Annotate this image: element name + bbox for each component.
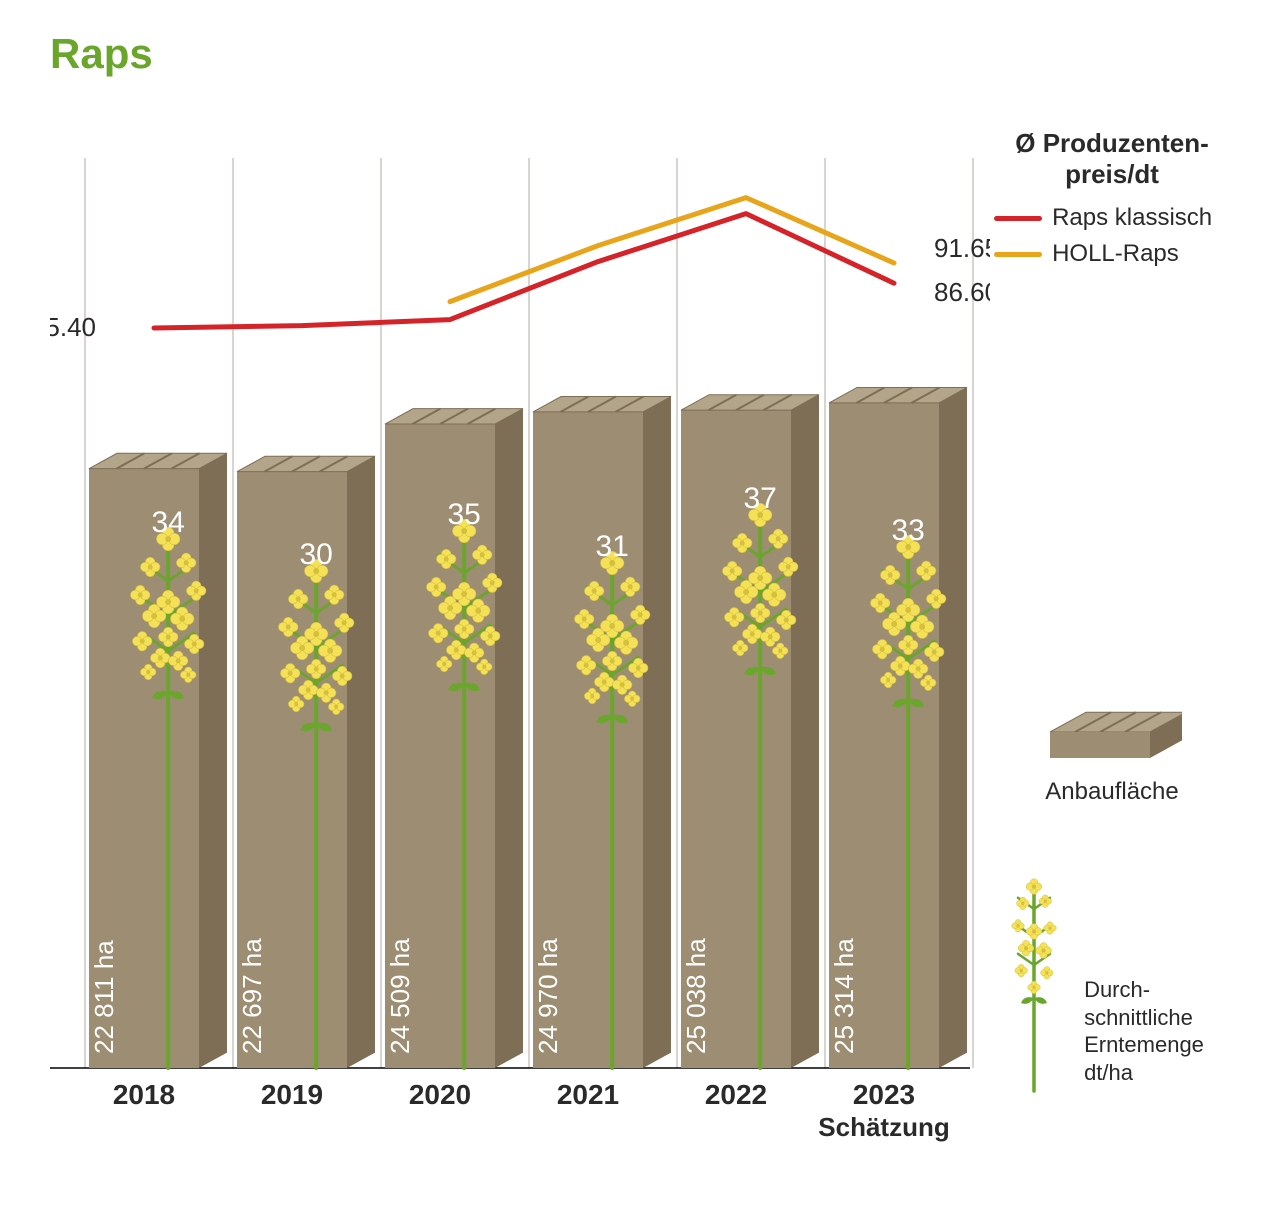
svg-text:91.65: 91.65	[934, 233, 990, 263]
chart-title: Raps	[50, 30, 1230, 78]
year-label: 2020	[409, 1079, 471, 1110]
year-label: 2019	[261, 1079, 323, 1110]
legend: Ø Produzenten- preis/dt Raps klassisch HO…	[974, 98, 1230, 1096]
chart-area: 22 811 ha 34 2018 22 697 ha 30 2019 24 509 ha 3…	[50, 98, 974, 1148]
svg-text:86.60: 86.60	[934, 277, 990, 307]
area-label: 24 970 ha	[533, 938, 563, 1054]
yield-label: 34	[152, 506, 185, 539]
area-label: 25 314 ha	[829, 938, 859, 1054]
legend-block-label: Anbaufläche	[1045, 778, 1178, 806]
legend-plant: Durch-schnittlicheErntemengedt/ha	[994, 866, 1230, 1096]
year-label: 2021	[557, 1079, 619, 1110]
year-label: 2018	[113, 1079, 175, 1110]
area-label: 25 038 ha	[681, 938, 711, 1054]
area-label: 22 697 ha	[237, 938, 267, 1054]
yield-label: 31	[596, 530, 629, 563]
yield-label: 30	[300, 538, 333, 571]
legend-item: Raps klassisch	[994, 204, 1230, 232]
area-label: 24 509 ha	[385, 938, 415, 1054]
legend-area-block: Anbaufläche	[994, 688, 1230, 806]
legend-item: HOLL-Raps	[994, 240, 1230, 268]
yield-label: 33	[892, 514, 925, 547]
legend-title: Ø Produzenten- preis/dt	[994, 128, 1230, 190]
line-klassisch	[154, 214, 894, 328]
year-label: 2022	[705, 1079, 767, 1110]
yield-label: 35	[448, 498, 481, 531]
legend-plant-label: Durch-schnittlicheErntemengedt/ha	[1084, 976, 1204, 1086]
area-label: 22 811 ha	[89, 940, 119, 1054]
year-label: 2023	[853, 1079, 915, 1110]
chart-svg: 22 811 ha 34 2018 22 697 ha 30 2019 24 509 ha 3…	[50, 98, 990, 1148]
svg-text:75.40: 75.40	[50, 312, 96, 342]
yield-label: 37	[744, 482, 777, 515]
year-sublabel: Schätzung	[818, 1112, 949, 1142]
